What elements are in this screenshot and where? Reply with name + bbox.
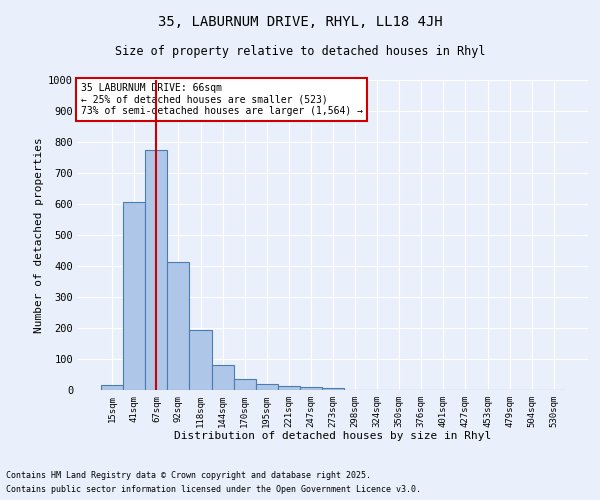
Text: 35, LABURNUM DRIVE, RHYL, LL18 4JH: 35, LABURNUM DRIVE, RHYL, LL18 4JH <box>158 15 442 29</box>
Bar <box>278 386 300 390</box>
Bar <box>233 378 256 390</box>
Bar <box>256 384 278 390</box>
Text: 35 LABURNUM DRIVE: 66sqm
← 25% of detached houses are smaller (523)
73% of semi-: 35 LABURNUM DRIVE: 66sqm ← 25% of detach… <box>80 83 362 116</box>
Bar <box>167 262 190 390</box>
Bar <box>101 386 123 390</box>
Bar <box>145 150 167 390</box>
Bar <box>322 388 344 390</box>
Bar <box>190 330 212 390</box>
X-axis label: Distribution of detached houses by size in Rhyl: Distribution of detached houses by size … <box>175 432 491 442</box>
Text: Contains HM Land Registry data © Crown copyright and database right 2025.: Contains HM Land Registry data © Crown c… <box>6 470 371 480</box>
Text: Contains public sector information licensed under the Open Government Licence v3: Contains public sector information licen… <box>6 486 421 494</box>
Bar <box>300 387 322 390</box>
Y-axis label: Number of detached properties: Number of detached properties <box>34 137 44 333</box>
Bar <box>123 202 145 390</box>
Bar <box>212 365 233 390</box>
Text: Size of property relative to detached houses in Rhyl: Size of property relative to detached ho… <box>115 45 485 58</box>
